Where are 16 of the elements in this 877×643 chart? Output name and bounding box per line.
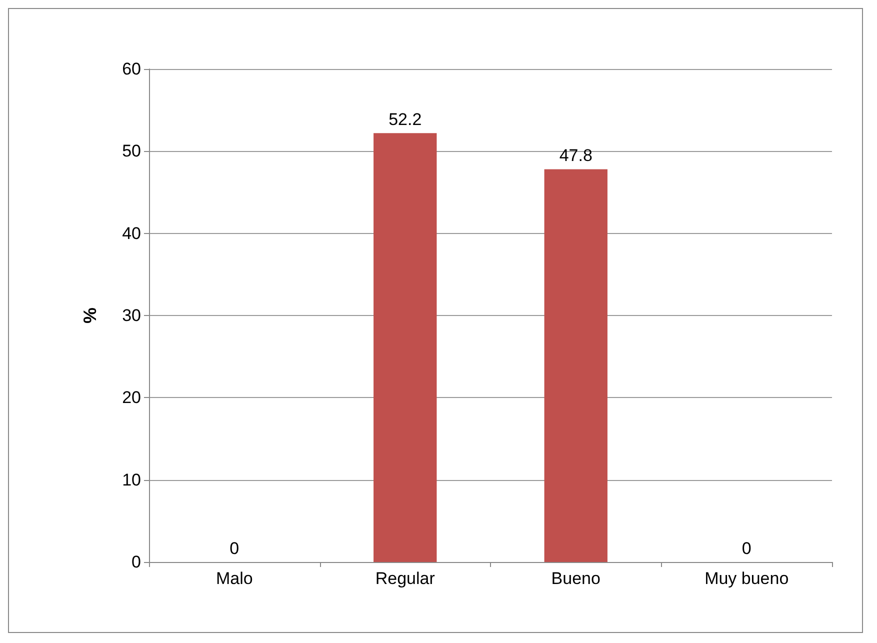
y-tick-label: 0 [132,552,141,572]
y-tick-label: 40 [122,224,141,243]
data-label: 0 [230,539,240,558]
x-tick-label: Muy bueno [704,569,789,588]
x-tick-label: Malo [216,569,253,588]
y-tick-label: 60 [122,60,141,78]
y-tick-label: 30 [122,306,141,325]
data-label: 52.2 [388,110,422,130]
data-label: 0 [742,539,752,558]
x-tick-label: Regular [375,569,436,588]
x-tick-label: Bueno [551,569,600,588]
y-tick-label: 20 [122,388,141,408]
y-axis-title: % [80,307,100,324]
y-tick-label: 10 [122,470,141,490]
y-tick-label: 50 [122,142,141,161]
data-label: 47.8 [559,146,592,166]
